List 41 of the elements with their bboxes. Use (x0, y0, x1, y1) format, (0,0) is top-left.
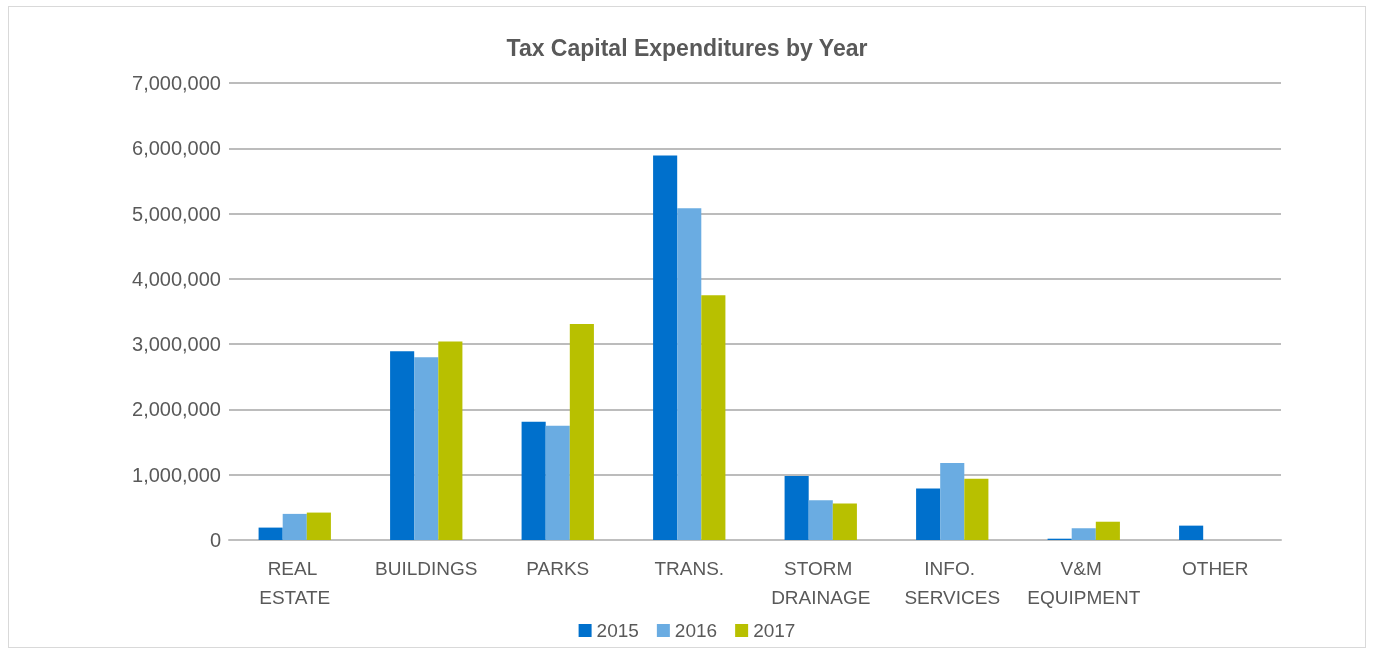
x-tick-label: REAL ESTATE (259, 558, 331, 608)
x-tick-label: TRANS. (654, 558, 725, 579)
bar (282, 513, 307, 540)
y-tick-label: 4,000,000 (132, 267, 221, 290)
bar (677, 208, 702, 540)
legend-label: 2017 (753, 620, 796, 641)
bar (832, 503, 857, 540)
bar (390, 351, 415, 540)
bar (258, 527, 283, 540)
bar (916, 488, 941, 540)
bar (414, 357, 439, 540)
bar (808, 500, 833, 540)
bar (545, 425, 570, 540)
bar (701, 295, 726, 540)
bar (569, 323, 594, 540)
chart-title: Tax Capital Expenditures by Year (506, 34, 868, 61)
y-tick-label: 1,000,000 (132, 463, 221, 486)
x-tick-label: OTHER (1182, 558, 1249, 579)
legend-label: 2015 (596, 620, 639, 641)
x-tick-label: V&M EQUIPMENT (1027, 558, 1141, 608)
y-tick-label: 7,000,000 (132, 72, 221, 94)
legend-label: 2016 (674, 620, 718, 641)
y-tick-label: 2,000,000 (132, 398, 221, 421)
bar (784, 476, 809, 540)
bar (1071, 528, 1096, 540)
bar (940, 462, 965, 540)
x-tick-label: PARKS (526, 558, 590, 579)
y-tick-label: 5,000,000 (132, 202, 221, 225)
bar (438, 341, 463, 540)
y-tick-label: 6,000,000 (132, 137, 221, 160)
bar (653, 155, 678, 540)
bar (521, 421, 546, 540)
x-tick-label: INFO. SERVICES (904, 558, 1001, 608)
bar (964, 478, 989, 540)
bar (1179, 525, 1204, 540)
bar (306, 512, 331, 540)
bar (1095, 521, 1120, 540)
y-tick-label: 3,000,000 (132, 333, 221, 356)
x-tick-label: BUILDINGS (375, 558, 478, 579)
x-tick-label: STORM DRAINAGE (771, 558, 871, 608)
y-tick-label: 0 (209, 529, 221, 551)
